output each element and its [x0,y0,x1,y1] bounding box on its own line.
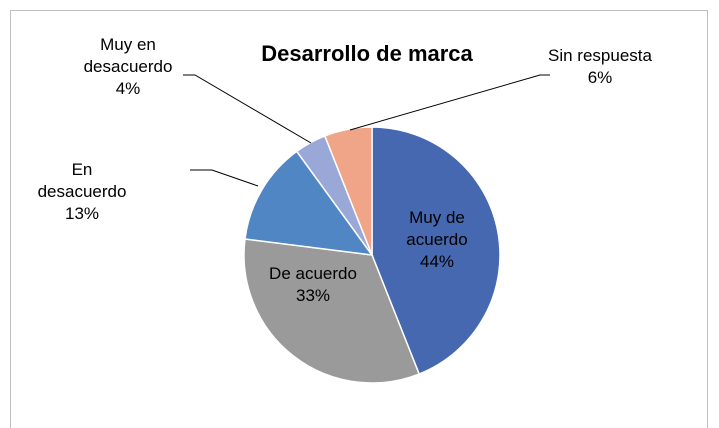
pie-slice [243,238,421,384]
data-label: En desacuerdo 13% [27,159,137,225]
pie-slice [244,150,374,256]
chart-title: Desarrollo de marca [261,41,473,66]
data-label: Muy en desacuerdo 4% [68,34,188,100]
leader-line [183,74,312,144]
category-label: Muy de acuerdo [406,208,468,249]
value-label: 44% [419,252,455,271]
data-label: Sin respuesta 6% [545,45,655,89]
category-label: De acuerdo [269,264,357,283]
value-label: 4% [115,79,141,98]
value-label: 33% [295,286,331,305]
pie-slice [371,126,501,375]
category-label: Muy en desacuerdo [83,35,173,76]
value-label: 6% [587,68,613,87]
value-label: 13% [64,204,100,223]
category-label: Sin respuesta [548,46,652,65]
leader-line [190,169,259,187]
pie-slice [323,126,373,256]
chart-border [10,10,708,428]
category-label: En desacuerdo [37,160,127,201]
data-label: Muy de acuerdo 44% [382,207,492,273]
data-label: De acuerdo 33% [253,263,373,307]
leader-line [349,74,550,131]
